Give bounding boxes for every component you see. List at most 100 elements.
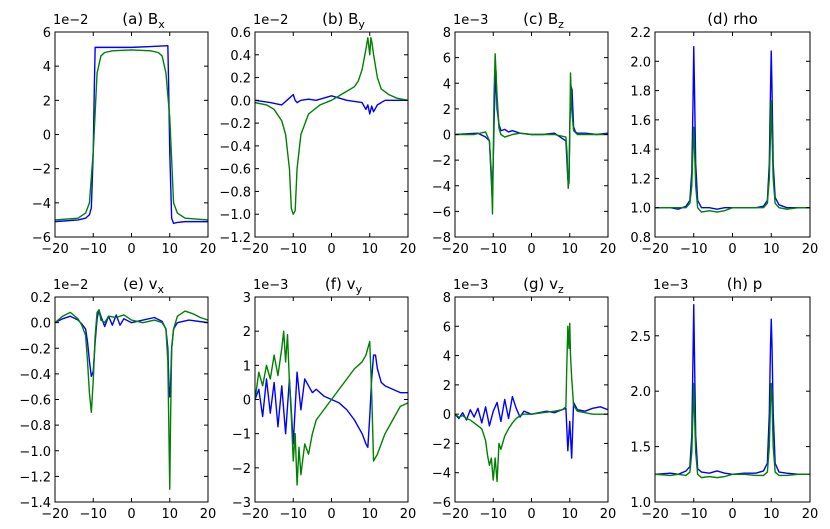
- panel-title-text: (a) B: [122, 10, 158, 28]
- y-tick-label: −1.4: [19, 496, 51, 511]
- series-line-blue: [55, 44, 208, 225]
- y-tick-label: −0.8: [219, 185, 251, 200]
- axes-frame: [654, 31, 811, 238]
- panel-title-subscript: x: [158, 18, 165, 31]
- panel-title-text: (h) p: [727, 275, 763, 293]
- y-tick-label: −0.4: [219, 140, 251, 155]
- y-tick-label: −2: [232, 462, 251, 477]
- panel-title-subscript: z: [558, 283, 564, 296]
- x-tick-label: −10: [480, 242, 507, 257]
- x-tick-label: −10: [480, 507, 507, 522]
- series-line-blue: [255, 354, 408, 449]
- y-tick-label: −0.2: [219, 117, 251, 132]
- y-tick-label: 0: [243, 394, 251, 409]
- y-tick-label: 0.0: [230, 94, 251, 109]
- axes-frame: [454, 296, 609, 503]
- series-line-blue: [455, 395, 608, 459]
- panel-title-text: (d) rho: [707, 10, 758, 28]
- x-tick-label: 10: [561, 242, 578, 257]
- y-tick-label: 0.2: [230, 72, 251, 87]
- y-tick-label: −6: [32, 231, 51, 246]
- x-tick-label: 20: [600, 507, 617, 522]
- y-tick-label: −1.2: [219, 231, 251, 246]
- series-line-green: [455, 53, 608, 215]
- y-tick-label: 1.8: [630, 85, 651, 100]
- y-tick-label: −8: [432, 231, 451, 246]
- panel-title-text: (b) B: [322, 10, 358, 28]
- scale-label: 1e−3: [453, 13, 488, 28]
- x-tick-label: −10: [680, 242, 707, 257]
- series-line-blue: [255, 93, 408, 115]
- y-tick-label: 2: [443, 379, 451, 394]
- panel-title-text: (g) v: [523, 275, 558, 293]
- y-tick-label: 2.0: [630, 55, 651, 70]
- y-tick-label: 1.0: [630, 496, 651, 511]
- y-tick-label: −3: [232, 496, 251, 511]
- y-tick-label: −2: [32, 163, 51, 178]
- y-tick-label: 3: [243, 291, 251, 306]
- y-tick-label: 8: [443, 26, 451, 41]
- y-tick-label: 4: [443, 77, 451, 92]
- y-tick-label: 1.2: [630, 172, 651, 187]
- series-line-green: [655, 100, 810, 213]
- panel-title: (a) Bx: [122, 10, 165, 31]
- x-tick-label: −10: [680, 507, 707, 522]
- y-tick-label: 2: [243, 325, 251, 340]
- axes-frame: [54, 31, 209, 238]
- scale-label: 1e−2: [53, 13, 88, 28]
- x-tick-label: −20: [241, 507, 268, 522]
- y-tick-label: −0.2: [19, 342, 51, 357]
- y-tick-label: −0.4: [19, 368, 51, 383]
- y-tick-label: 0.8: [630, 231, 651, 246]
- x-tick-label: 0: [327, 242, 335, 257]
- scale-label: 1e−2: [53, 278, 88, 293]
- x-tick-label: 10: [561, 507, 578, 522]
- y-tick-label: 0.2: [30, 291, 51, 306]
- y-tick-label: 0.4: [230, 49, 251, 64]
- y-tick-label: 8: [443, 291, 451, 306]
- y-tick-label: 0: [443, 129, 451, 144]
- axes-frame: [254, 31, 409, 238]
- panel-title: (d) rho: [707, 10, 758, 28]
- x-tick-label: 20: [200, 242, 217, 257]
- y-tick-label: 4: [443, 350, 451, 365]
- x-tick-label: −20: [641, 242, 668, 257]
- panel-title-subscript: x: [158, 283, 165, 296]
- panel-title: (e) vx: [123, 275, 165, 296]
- scale-label: 1e−3: [453, 278, 488, 293]
- y-tick-label: 1: [243, 359, 251, 374]
- x-tick-label: 20: [802, 507, 819, 522]
- x-tick-label: 0: [127, 507, 135, 522]
- x-tick-label: −20: [641, 507, 668, 522]
- x-tick-label: −10: [80, 507, 107, 522]
- axes-frame: [54, 296, 209, 503]
- scale-label: 1e−3: [253, 278, 288, 293]
- panel-title-subscript: y: [356, 283, 363, 296]
- y-tick-label: 6: [443, 52, 451, 67]
- x-tick-label: 10: [361, 507, 378, 522]
- x-tick-label: 10: [763, 242, 780, 257]
- x-tick-label: −20: [441, 242, 468, 257]
- y-tick-label: 2.0: [630, 385, 651, 400]
- y-tick-label: 0: [443, 408, 451, 423]
- series-line-green: [55, 49, 208, 221]
- y-tick-label: −0.6: [219, 163, 251, 178]
- series-line-green: [655, 382, 810, 479]
- y-tick-label: 1.6: [630, 114, 651, 129]
- scale-label: 1e−3: [653, 278, 688, 293]
- y-tick-label: 2: [43, 94, 51, 109]
- x-tick-label: −20: [441, 507, 468, 522]
- y-tick-label: −1.2: [19, 470, 51, 485]
- y-tick-label: −1.0: [219, 208, 251, 223]
- scale-label: 1e−2: [253, 13, 288, 28]
- panel-title-text: (f) v: [325, 275, 356, 293]
- panel-title: (h) p: [727, 275, 763, 293]
- y-tick-label: 1.0: [630, 202, 651, 217]
- x-tick-label: 10: [763, 507, 780, 522]
- series-line-blue: [55, 309, 208, 398]
- panel-title: (c) Bz: [523, 10, 564, 31]
- y-tick-label: −4: [32, 197, 51, 212]
